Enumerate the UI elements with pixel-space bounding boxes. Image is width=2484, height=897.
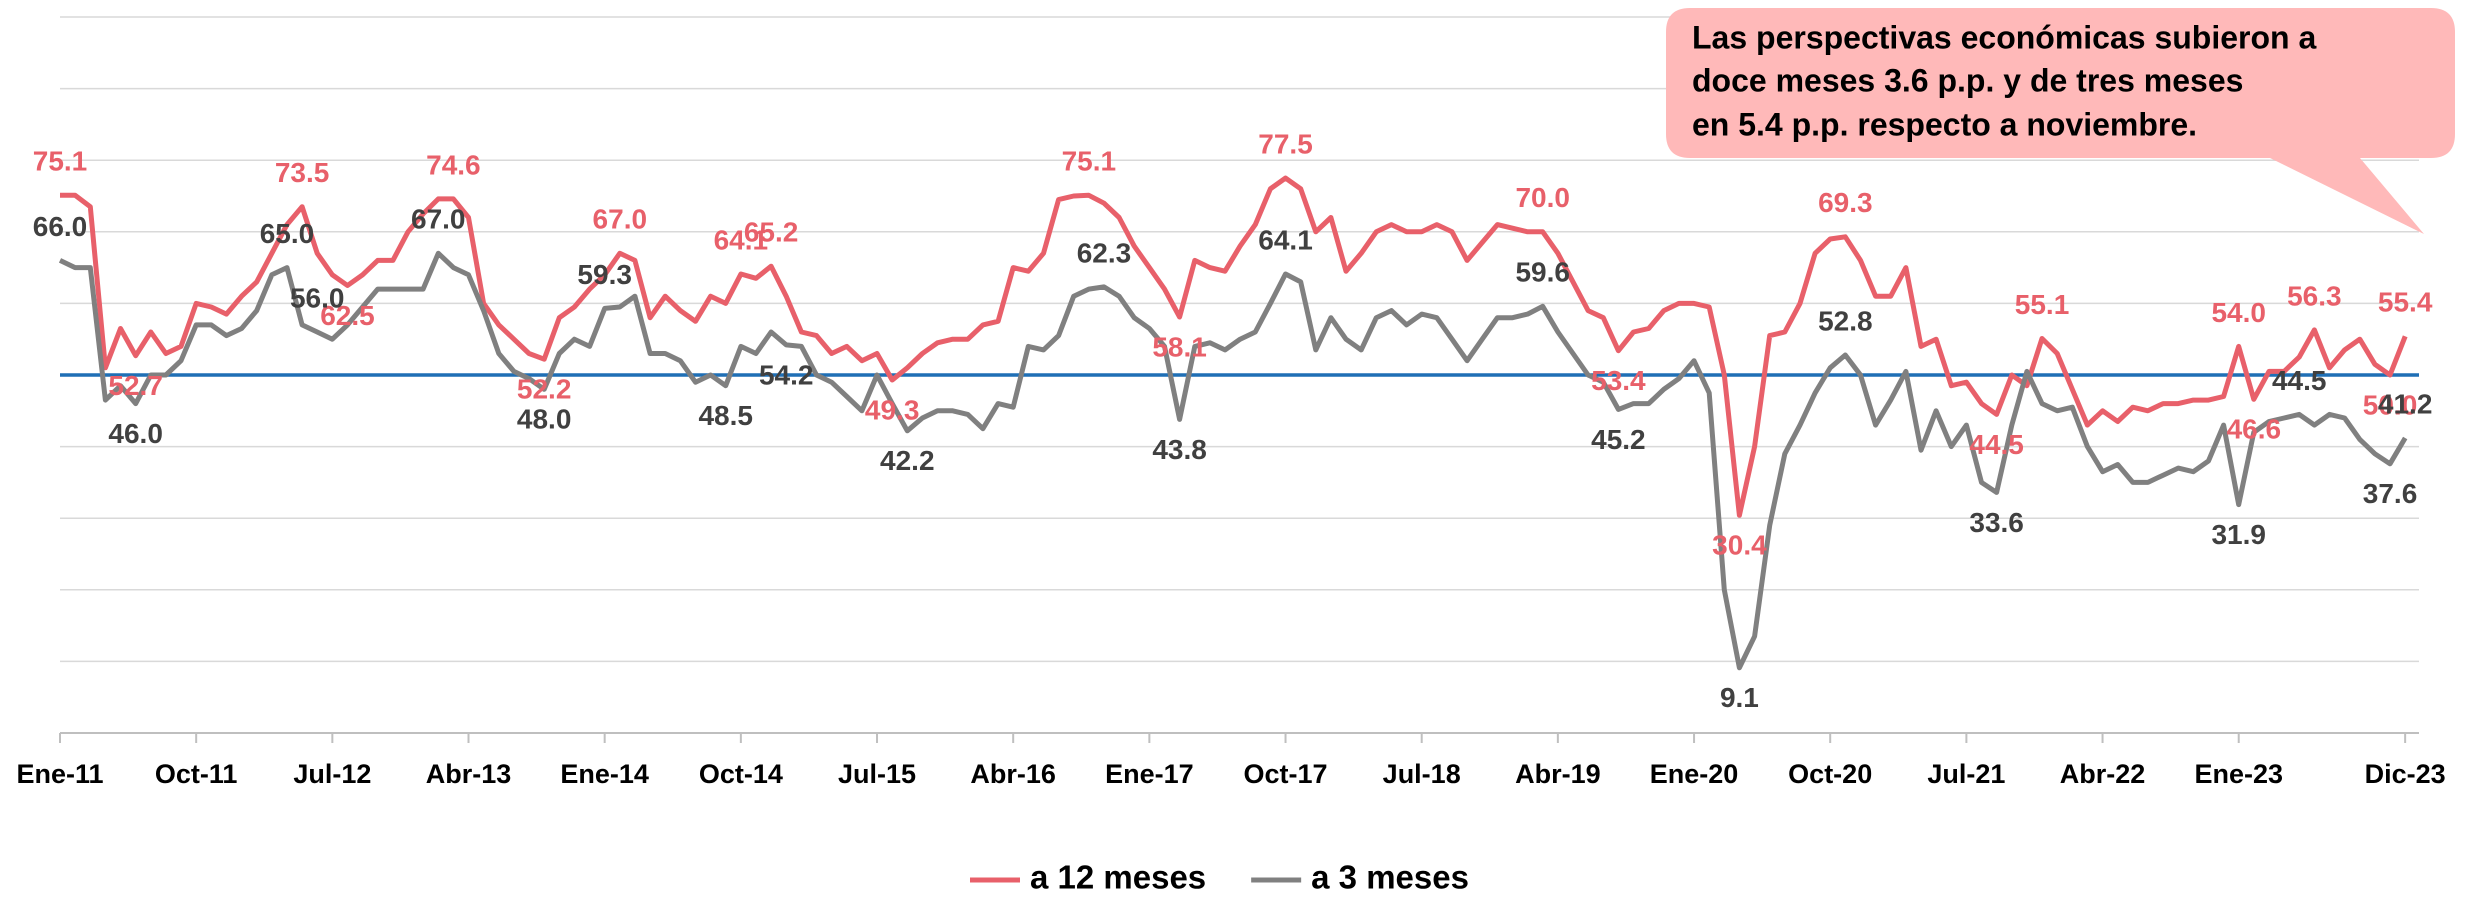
- data-label: 48.5: [698, 400, 753, 431]
- data-label: 56.3: [2287, 280, 2342, 311]
- x-tick-label: Abr-16: [970, 759, 1056, 789]
- data-label: 69.3: [1818, 187, 1873, 218]
- data-label: 46.0: [108, 418, 163, 449]
- legend-label: a 12 meses: [1030, 859, 1206, 896]
- x-tick-label: Jul-21: [1927, 759, 2005, 789]
- x-tick-label: Ene-14: [560, 759, 649, 789]
- x-tick-label: Oct-17: [1244, 759, 1328, 789]
- data-label: 52.7: [108, 370, 163, 401]
- callout-line: doce meses 3.6 p.p. y de tres meses: [1692, 62, 2243, 98]
- x-tick-label: Jul-12: [293, 759, 371, 789]
- data-label: 75.1: [33, 146, 88, 177]
- callout-box: [1666, 8, 2455, 234]
- data-label: 30.4: [1712, 530, 1767, 561]
- data-label: 65.0: [260, 218, 315, 249]
- data-label: 65.2: [744, 217, 799, 248]
- x-tick-label: Dic-23: [2365, 759, 2446, 789]
- data-label: 41.2: [2378, 388, 2433, 419]
- x-tick-label: Oct-14: [699, 759, 783, 789]
- data-label: 67.0: [593, 204, 648, 235]
- data-label: 66.0: [33, 211, 88, 242]
- series-line: [58, 250, 2408, 671]
- data-label: 44.5: [2272, 365, 2327, 396]
- data-label: 31.9: [2211, 519, 2266, 550]
- data-label: 9.1: [1720, 682, 1759, 713]
- data-label: 64.1: [1258, 224, 1313, 255]
- data-label: 56.0: [290, 282, 345, 313]
- data-label: 75.1: [1062, 146, 1117, 177]
- data-label: 62.3: [1077, 237, 1132, 268]
- data-label: 50.0: [2363, 389, 2418, 420]
- data-label: 52.2: [517, 374, 572, 405]
- x-tick-label: Jul-15: [838, 759, 916, 789]
- data-label: 43.8: [1152, 434, 1207, 465]
- callout-line: en 5.4 p.p. respecto a noviembre.: [1692, 106, 2197, 142]
- x-tick-label: Ene-17: [1105, 759, 1194, 789]
- data-label: 77.5: [1258, 128, 1313, 159]
- data-label: 74.6: [426, 149, 481, 180]
- data-label: 52.8: [1818, 305, 1873, 336]
- data-label: 67.0: [411, 204, 466, 235]
- callout: Las perspectivas económicas subieron a d…: [1666, 8, 2455, 234]
- data-label: 48.0: [517, 404, 572, 435]
- data-label: 64.1: [714, 224, 769, 255]
- data-label: 73.5: [275, 157, 330, 188]
- x-tick-label: Jul-18: [1383, 759, 1461, 789]
- data-label: 45.2: [1591, 424, 1646, 455]
- x-tick-label: Ene-23: [2194, 759, 2283, 789]
- data-label: 53.4: [1591, 365, 1646, 396]
- legend-label: a 3 meses: [1311, 859, 1469, 896]
- data-label: 70.0: [1515, 182, 1570, 213]
- data-label: 55.4: [2378, 287, 2433, 318]
- data-label: 58.1: [1152, 331, 1207, 362]
- data-label: 33.6: [1969, 507, 2024, 538]
- data-label: 62.5: [320, 300, 375, 331]
- x-tick-label: Oct-11: [155, 759, 238, 789]
- x-tick-label: Ene-11: [16, 759, 103, 789]
- data-label: 46.6: [2227, 414, 2282, 445]
- data-label: 49.3: [865, 394, 920, 425]
- data-label: 44.5: [1969, 429, 2024, 460]
- data-label: 54.0: [2211, 297, 2266, 328]
- x-tick-label: Abr-13: [426, 759, 512, 789]
- callout-line: Las perspectivas económicas subieron a: [1692, 19, 2316, 55]
- series-line: [60, 175, 2408, 518]
- data-label: 59.6: [1515, 257, 1570, 288]
- data-label: 55.1: [2015, 289, 2070, 320]
- x-tick-label: Oct-20: [1788, 759, 1872, 789]
- x-tick-label: Abr-19: [1515, 759, 1601, 789]
- data-label: 37.6: [2363, 478, 2418, 509]
- data-label: 59.3: [577, 259, 632, 290]
- x-tick-label: Abr-22: [2060, 759, 2146, 789]
- data-label: 42.2: [880, 445, 935, 476]
- data-label: 54.2: [759, 359, 814, 390]
- x-tick-label: Ene-20: [1650, 759, 1739, 789]
